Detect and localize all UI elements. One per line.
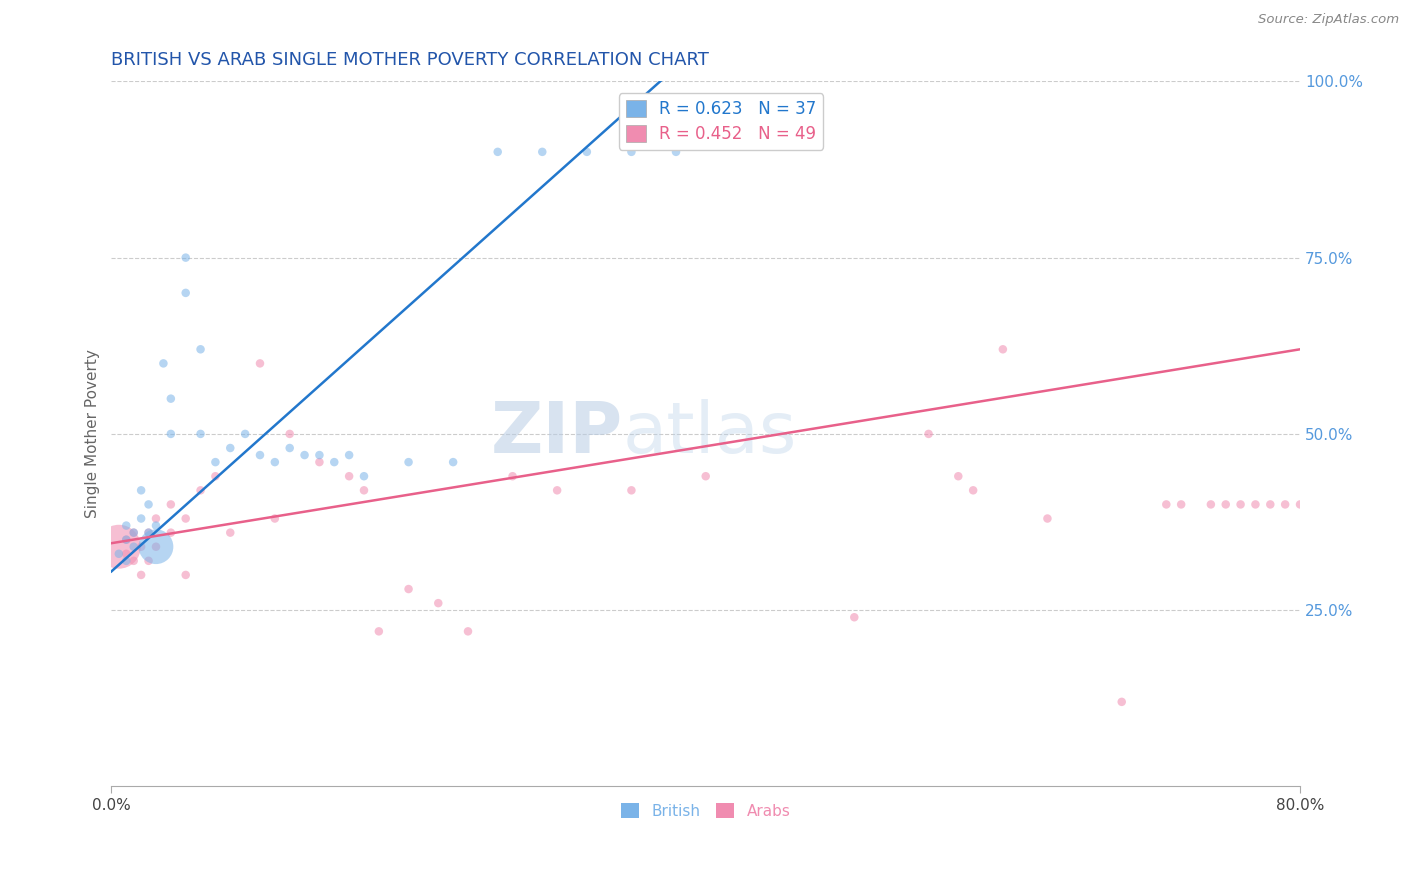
Point xyxy=(457,624,479,639)
Point xyxy=(145,511,167,525)
Point xyxy=(337,448,360,462)
Point xyxy=(138,525,160,540)
Point xyxy=(1244,497,1267,511)
Text: ZIP: ZIP xyxy=(491,400,623,468)
Text: atlas: atlas xyxy=(623,400,797,468)
Point xyxy=(948,469,970,483)
Point xyxy=(1036,511,1059,525)
Point xyxy=(129,568,152,582)
Point xyxy=(249,356,271,370)
Point xyxy=(219,525,242,540)
Point xyxy=(1303,497,1326,511)
Point xyxy=(115,533,138,547)
Point xyxy=(1156,497,1178,511)
Point xyxy=(620,483,643,498)
Point xyxy=(620,145,643,159)
Point xyxy=(665,145,688,159)
Point xyxy=(190,343,212,357)
Point xyxy=(233,426,256,441)
Point xyxy=(844,610,866,624)
Point xyxy=(1274,497,1296,511)
Point xyxy=(263,511,285,525)
Point xyxy=(1111,695,1133,709)
Point xyxy=(441,455,464,469)
Point xyxy=(174,285,197,300)
Point xyxy=(249,448,271,462)
Point xyxy=(204,455,226,469)
Point xyxy=(108,540,131,554)
Point xyxy=(122,554,145,568)
Point xyxy=(145,518,167,533)
Point xyxy=(122,525,145,540)
Point xyxy=(546,483,568,498)
Point xyxy=(278,441,301,455)
Point xyxy=(1170,497,1192,511)
Point xyxy=(138,554,160,568)
Point xyxy=(427,596,450,610)
Point xyxy=(129,511,152,525)
Y-axis label: Single Mother Poverty: Single Mother Poverty xyxy=(86,350,100,518)
Point xyxy=(353,483,375,498)
Text: BRITISH VS ARAB SINGLE MOTHER POVERTY CORRELATION CHART: BRITISH VS ARAB SINGLE MOTHER POVERTY CO… xyxy=(111,51,709,69)
Point xyxy=(502,469,524,483)
Point xyxy=(190,426,212,441)
Point xyxy=(353,469,375,483)
Point xyxy=(294,448,316,462)
Point xyxy=(278,426,301,441)
Point xyxy=(145,540,167,554)
Point xyxy=(323,455,346,469)
Point xyxy=(160,497,183,511)
Point xyxy=(1229,497,1251,511)
Point xyxy=(122,525,145,540)
Point xyxy=(160,392,183,406)
Point xyxy=(138,525,160,540)
Point xyxy=(129,540,152,554)
Point xyxy=(219,441,242,455)
Point xyxy=(1215,497,1237,511)
Point xyxy=(486,145,509,159)
Point xyxy=(991,343,1014,357)
Point xyxy=(1289,497,1312,511)
Point xyxy=(263,455,285,469)
Legend: British, Arabs: British, Arabs xyxy=(614,797,796,825)
Point xyxy=(190,483,212,498)
Point xyxy=(1258,497,1281,511)
Point xyxy=(115,533,138,547)
Point xyxy=(122,540,145,554)
Point xyxy=(160,525,183,540)
Point xyxy=(1199,497,1222,511)
Point xyxy=(115,547,138,561)
Point xyxy=(174,511,197,525)
Point xyxy=(917,426,939,441)
Text: Source: ZipAtlas.com: Source: ZipAtlas.com xyxy=(1258,13,1399,27)
Point xyxy=(367,624,389,639)
Point xyxy=(138,497,160,511)
Point xyxy=(160,426,183,441)
Point xyxy=(115,554,138,568)
Point xyxy=(174,568,197,582)
Point xyxy=(108,547,131,561)
Point xyxy=(575,145,598,159)
Point xyxy=(308,455,330,469)
Point xyxy=(145,540,167,554)
Point xyxy=(398,582,420,596)
Point xyxy=(152,356,174,370)
Point xyxy=(115,518,138,533)
Point xyxy=(308,448,330,462)
Point xyxy=(695,469,717,483)
Point xyxy=(962,483,984,498)
Point xyxy=(337,469,360,483)
Point xyxy=(174,251,197,265)
Point xyxy=(398,455,420,469)
Point xyxy=(531,145,554,159)
Point xyxy=(129,483,152,498)
Point xyxy=(204,469,226,483)
